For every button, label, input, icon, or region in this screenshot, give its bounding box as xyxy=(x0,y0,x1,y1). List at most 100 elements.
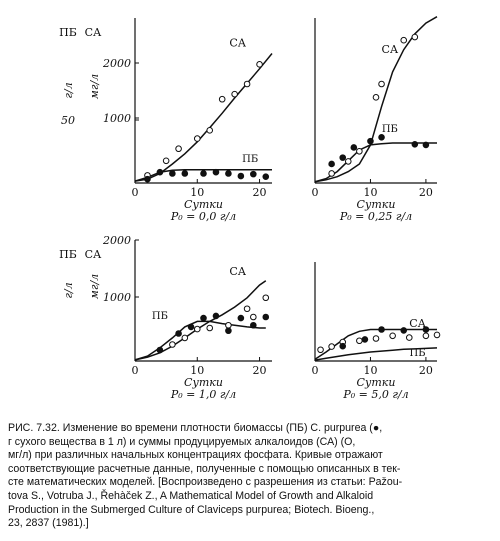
panel-bottom-right-point-sa xyxy=(422,332,430,340)
panel-bottom-left-y-right-axis-label: мг/л xyxy=(88,274,101,299)
panel-bottom-right-curve-label-sa: СА xyxy=(409,317,426,330)
panel-bottom-right-point-sa xyxy=(317,346,324,354)
panel-top-left-condition-label: P₀ = 0,0 г/л xyxy=(170,210,236,223)
panel-bottom-right-condition-label: P₀ = 5,0 г/л xyxy=(342,388,408,401)
panel-bottom-left-point-sa xyxy=(181,334,189,342)
panel-top-right-point-sa xyxy=(372,94,380,101)
panel-bottom-right-point-pb xyxy=(339,342,347,350)
panel-bottom-left-point-pb xyxy=(250,321,257,329)
panel-bottom-left-curve-sa xyxy=(134,280,267,361)
panel-bottom-right-curve-label-pb: ПБ xyxy=(410,348,426,359)
panel-top-left-curve-label-pb: ПБ xyxy=(242,154,258,165)
panel-top-right-point-sa xyxy=(356,147,363,155)
panel-top-left-x-tick-label: 0 xyxy=(132,186,139,199)
panel-bottom-right-curve-pb xyxy=(314,347,438,361)
panel-top-right-x-axis-label: Сутки xyxy=(357,198,396,211)
panel-bottom-left-y-right-tick-label: 2000 xyxy=(102,234,131,247)
panel-top-left-point-sa xyxy=(175,145,182,153)
panel-top-right-point-pb xyxy=(422,141,430,149)
panel-top-left-point-sa xyxy=(218,95,226,103)
panel-top-left-point-pb xyxy=(237,172,245,180)
panel-bottom-left-point-pb xyxy=(237,314,245,322)
panel-top-right-point-pb xyxy=(328,160,335,168)
panel-top-left-point-sa xyxy=(193,135,201,142)
panel-bottom-left-point-sa xyxy=(206,324,214,332)
panel-bottom-left-left-axis-title: ПБ xyxy=(59,248,77,261)
panel-top-left-point-pb xyxy=(144,175,151,183)
panel-top-left-point-pb xyxy=(169,170,176,177)
panel-bottom-left-point-pb xyxy=(262,313,270,321)
panel-bottom-right-point-pb xyxy=(361,336,369,343)
panel-top-right-point-pb xyxy=(411,140,419,148)
panel-bottom-left-point-sa xyxy=(225,321,232,329)
caption-line: РИС. 7.32. Изменение во времени плотност… xyxy=(8,422,383,434)
panel-bottom-left-y-left-axis-label: г/л xyxy=(62,282,75,298)
panel-top-left-y-left-tick-label: 50 xyxy=(61,114,75,127)
figure-caption: РИС. 7.32. Изменение во времени плотност… xyxy=(8,422,494,531)
panel-top-right-curve-sa xyxy=(314,16,438,183)
panel-top-left-point-pb xyxy=(181,170,189,177)
caption-line: tova S., Votruba J., Řehàček Z., A Mathe… xyxy=(8,489,374,502)
panel-bottom-left-point-sa xyxy=(243,305,251,313)
panel-top-left-point-pb xyxy=(262,173,270,180)
panel-top-right-point-pb xyxy=(339,154,347,161)
panel-top-left-y-left-axis-label: г/л xyxy=(62,82,75,98)
panel-top-right-x-tick-label: 0 xyxy=(312,186,319,199)
panel-bottom-left-point-pb xyxy=(156,346,164,354)
panel-top-left-point-pb xyxy=(156,168,164,176)
panel-top-left-point-sa xyxy=(243,80,251,88)
panel-top-right-point-sa xyxy=(344,158,352,165)
panel-bottom-left-point-sa xyxy=(193,325,201,333)
panel-bottom-right-curve-sa xyxy=(314,328,437,360)
panel-bottom-left-point-pb xyxy=(225,327,232,335)
caption-line: сте математических моделей. [Воспроизвед… xyxy=(8,476,403,489)
panel-bottom-left-condition-label: P₀ = 1,0 г/л xyxy=(170,388,236,401)
panel-bottom-right-point-pb xyxy=(378,326,385,333)
panel-bottom-left-point-pb xyxy=(175,330,182,337)
panel-bottom-left-x-tick-label: 0 xyxy=(132,364,139,377)
panel-bottom-right-point-sa xyxy=(372,335,380,342)
panel-top-left-point-sa xyxy=(256,61,263,68)
caption-line: г сухого вещества в 1 л) и суммы продуци… xyxy=(8,435,356,448)
panel-top-left-x-axis-label: Сутки xyxy=(184,198,223,211)
panel-top-right-point-pb xyxy=(367,137,374,145)
panel-bottom-left-right-axis-title: СА xyxy=(85,248,102,261)
panel-bottom-left-x-tick-label: 20 xyxy=(253,364,267,377)
panel-top-right-curve-label-sa: СА xyxy=(381,43,398,56)
caption-line: мг/л) при различных начальных концентрац… xyxy=(8,449,383,462)
panel-bottom-left-point-pb xyxy=(212,312,220,320)
panel-top-left-curve-label-sa: СА xyxy=(229,37,246,50)
panel-top-left-left-axis-title: ПБ xyxy=(59,26,77,39)
panel-bottom-right-point-pb xyxy=(400,327,408,334)
panel-top-right-curve-label-pb: ПБ xyxy=(382,124,398,135)
caption-line: 23, 2837 (1981).] xyxy=(8,517,89,530)
panel-bottom-right-point-sa xyxy=(356,337,363,345)
panel-bottom-right-x-tick-label: 10 xyxy=(363,364,377,377)
panel-bottom-right-x-tick-label: 0 xyxy=(312,364,319,377)
panel-bottom-right-point-sa xyxy=(328,343,335,350)
panel-bottom-left-point-pb xyxy=(187,323,195,331)
panel-top-left-point-pb xyxy=(200,170,207,177)
panel-bottom-left-point-sa xyxy=(262,294,270,302)
panel-top-left-right-axis-title: СА xyxy=(85,26,102,39)
panel-bottom-right-point-sa xyxy=(389,332,396,340)
panel-bottom-right-point-sa xyxy=(405,334,413,341)
panel-top-right-point-sa xyxy=(411,33,419,41)
panel-bottom-right-x-axis-label: Сутки xyxy=(357,376,396,389)
caption-line: Production in the Submerged Culture of C… xyxy=(8,503,375,516)
caption-line: соответствующие расчетные данные, получе… xyxy=(8,462,401,475)
panel-bottom-left-point-sa xyxy=(250,313,257,321)
panel-top-right-condition-label: P₀ = 0,25 г/л xyxy=(339,210,412,223)
panel-top-left-point-pb xyxy=(212,168,220,176)
panel-top-right-point-sa xyxy=(400,36,408,44)
panel-bottom-right-point-pb xyxy=(422,326,430,333)
panel-top-right-point-pb xyxy=(378,134,385,141)
panel-bottom-left-curve-label-sa: СА xyxy=(229,265,246,278)
panel-top-right-point-sa xyxy=(328,170,335,177)
panel-top-right-point-pb xyxy=(350,144,358,151)
panel-bottom-right-point-sa xyxy=(433,331,441,339)
panel-top-right-x-tick-label: 10 xyxy=(363,186,377,199)
panel-top-left-point-sa xyxy=(206,127,214,134)
panel-top-left-point-sa xyxy=(231,90,238,98)
